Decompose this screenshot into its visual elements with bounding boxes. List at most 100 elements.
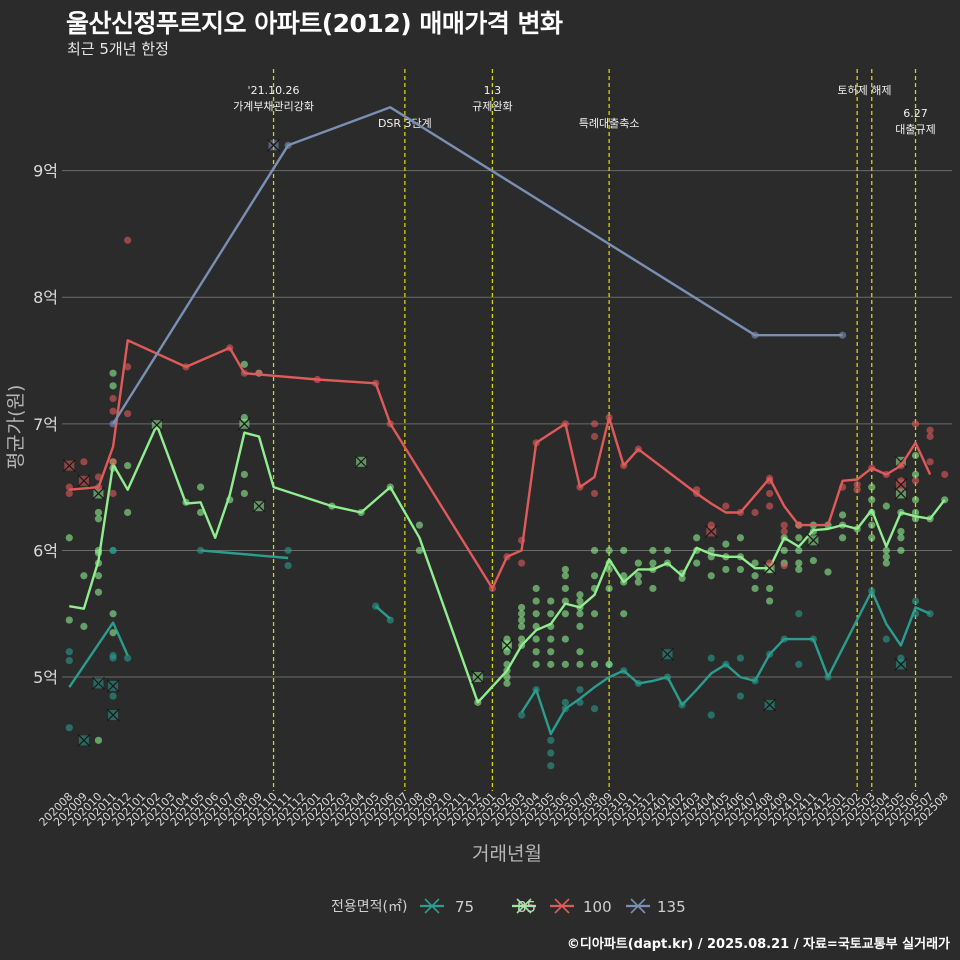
legend-key-cross <box>630 898 646 914</box>
data-point <box>80 458 88 466</box>
event-marker-label: 토허제 해제 <box>837 83 891 97</box>
data-point <box>576 610 584 618</box>
data-point <box>649 584 657 593</box>
data-point <box>415 546 424 555</box>
data-point <box>94 508 103 517</box>
cancelled-deal-cross <box>763 698 777 712</box>
data-point <box>766 489 774 498</box>
data-point <box>605 584 613 593</box>
data-point <box>503 673 511 681</box>
data-point <box>649 546 657 555</box>
data-point <box>809 556 817 565</box>
event-marker-label: '21.10.26 <box>248 84 300 97</box>
data-point <box>780 527 788 536</box>
data-point <box>911 470 920 479</box>
data-point <box>722 540 730 548</box>
legend-item-135: 135 <box>657 898 686 916</box>
y-axis: 5억 6억 7억 8억 9억 <box>33 162 58 687</box>
data-point <box>897 546 905 555</box>
cancelled-deal-cross <box>500 638 514 652</box>
data-point <box>722 502 730 510</box>
data-point <box>795 610 803 618</box>
data-point <box>576 622 584 631</box>
data-point <box>736 692 745 700</box>
data-point <box>911 420 920 428</box>
data-point <box>693 559 701 567</box>
data-point <box>503 679 511 687</box>
data-point <box>517 603 526 612</box>
data-point <box>663 546 672 555</box>
cancelled-deal-cross <box>62 459 76 473</box>
data-point <box>109 610 117 618</box>
data-point <box>620 610 628 618</box>
data-point <box>65 656 73 665</box>
data-point <box>109 546 117 555</box>
event-marker-label: 대출규제 <box>895 123 935 136</box>
data-point <box>838 511 847 519</box>
data-point <box>547 660 555 668</box>
data-point <box>634 559 642 567</box>
legend: 전용면적(㎡) 75 85 100 135 <box>331 898 686 916</box>
data-point <box>415 521 424 529</box>
data-point <box>240 470 248 479</box>
data-point <box>590 432 599 441</box>
data-point <box>284 546 292 555</box>
data-point <box>65 489 73 498</box>
data-point <box>561 698 569 706</box>
chart-caption: ©디아파트(dapt.kr) / 2025.08.21 / 자료=국토교통부 실… <box>566 937 950 952</box>
data-point <box>532 610 540 618</box>
data-point <box>561 584 569 593</box>
data-point <box>911 597 920 605</box>
data-point <box>561 572 569 580</box>
legend-item-100: 100 <box>583 898 612 916</box>
cancelled-deal-cross <box>106 708 120 722</box>
data-point <box>124 462 132 470</box>
event-marker-label: 특례대출축소 <box>579 117 640 130</box>
series-line <box>112 106 843 425</box>
cancelled-deal-cross <box>92 676 105 690</box>
data-point <box>532 597 540 605</box>
x-axis-title: 거래년월 <box>472 843 542 865</box>
data-point <box>868 534 876 542</box>
x-axis: 2020082020092020102020112020122021012021… <box>37 790 951 829</box>
data-point <box>94 588 103 596</box>
cancelled-deal-cross <box>77 474 91 488</box>
cancelled-deal-cross <box>267 138 280 152</box>
data-point <box>590 546 599 555</box>
data-point <box>517 559 526 567</box>
data-point <box>751 584 759 593</box>
data-point <box>911 496 920 504</box>
series-line <box>374 605 392 620</box>
data-point <box>94 736 103 744</box>
legend-title: 전용면적(㎡) <box>331 899 407 915</box>
data-point <box>751 508 759 517</box>
data-point <box>109 651 117 660</box>
data-point <box>576 686 584 694</box>
data-point <box>547 749 555 757</box>
data-point <box>532 660 540 668</box>
data-point <box>590 572 599 580</box>
data-point <box>620 546 628 555</box>
data-point <box>634 572 642 580</box>
data-point <box>882 559 890 567</box>
data-point <box>124 236 132 244</box>
data-point <box>780 546 788 555</box>
data-point <box>80 572 88 580</box>
data-point <box>65 534 73 542</box>
data-point <box>517 610 526 618</box>
data-point <box>897 527 905 536</box>
data-point <box>590 610 599 618</box>
cancelled-deal-cross <box>77 733 91 747</box>
data-point <box>736 534 745 542</box>
cancelled-deal-cross <box>354 455 368 469</box>
cancelled-deal-cross <box>806 533 820 547</box>
data-point <box>517 622 526 631</box>
series-layer <box>62 106 949 770</box>
data-point <box>124 508 132 517</box>
cancelled-deal-cross <box>237 417 251 431</box>
data-point <box>780 562 788 570</box>
data-point <box>766 584 774 593</box>
event-marker-label: 가계부채관리강화 <box>233 100 314 113</box>
data-point <box>795 660 803 668</box>
